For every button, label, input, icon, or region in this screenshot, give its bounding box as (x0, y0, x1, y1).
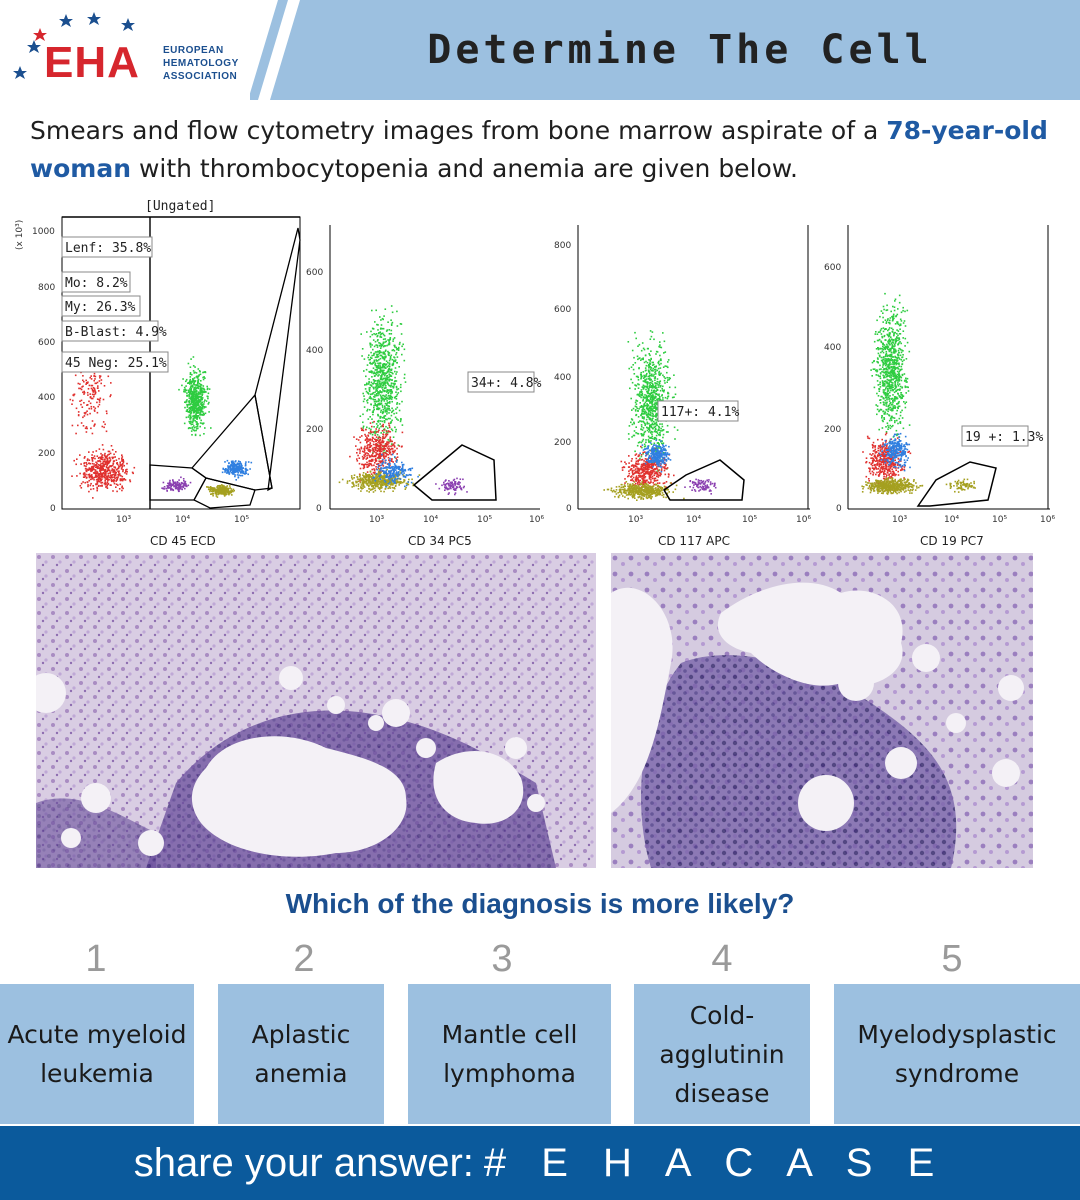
plot-title: [Ungated] (145, 200, 215, 214)
gate-label: 45 Neg: 25.1% (65, 356, 167, 371)
option-number-4: 4 (711, 938, 733, 980)
logo-subtitle: EUROPEAN HEMATOLOGY ASSOCIATION (163, 45, 239, 82)
option-number-2: 2 (293, 938, 315, 980)
option-label: Cold-agglutinin disease (659, 1000, 785, 1108)
option-label: Acute myeloid leukemia (7, 1020, 187, 1088)
flow-plot-cd45: [Ungated] (x 10³) Lenf: 35.8% Mo: 8.2% M… (10, 200, 302, 550)
patient-highlight: 78-year-old woman (30, 116, 1048, 183)
gate-label: 34+: 4.8% (471, 376, 542, 391)
case-description: Smears and flow cytometry images from bo… (30, 116, 1048, 183)
y-ticks: 1000 800 600 400 200 0 (32, 227, 56, 514)
header: EHA EUROPEAN HEMATOLOGY ASSOCIATION Dete… (0, 0, 1080, 100)
option-label: Mantle cell lymphoma (441, 1020, 578, 1088)
svg-text:10³: 10³ (116, 515, 131, 525)
svg-text:200: 200 (38, 449, 55, 459)
scatter-points (861, 292, 976, 495)
option-number-5: 5 (941, 938, 963, 980)
scatter-points (69, 356, 253, 499)
svg-text:1000: 1000 (32, 227, 55, 237)
flow-plot-cd34: 34+: 4.8% 600 400 200 0 10³ 10⁴ 10⁵ 10⁶ … (302, 200, 546, 550)
gate-label: Mo: 8.2% (65, 276, 128, 291)
flow-plot-cd117: 117+: 4.1% 800 600 400 200 0 10³ 10⁴ 10⁵… (546, 200, 818, 550)
flow-plot-cd19: 19 +: 1.3% 600 400 200 0 10³ 10⁴ 10⁵ 10⁶… (820, 200, 1070, 550)
share-prefix: share your answer: (133, 1140, 474, 1185)
svg-text:400: 400 (38, 393, 55, 403)
gate-label: My: 26.3% (65, 300, 136, 315)
gate-label: 19 +: 1.3% (965, 430, 1043, 445)
y-unit: (x 10³) (15, 220, 25, 250)
svg-text:10⁵: 10⁵ (477, 515, 492, 525)
svg-text:10⁶: 10⁶ (529, 515, 544, 525)
header-band (248, 0, 1080, 100)
svg-text:10⁵: 10⁵ (234, 515, 249, 525)
eha-logo: EHA EUROPEAN HEMATOLOGY ASSOCIATION (0, 0, 250, 100)
option-number-3: 3 (491, 938, 513, 980)
option-label: Myelodysplastic syndrome (857, 1020, 1057, 1088)
scatter-points (603, 330, 717, 501)
x-axis-label: CD 117 APC (658, 534, 730, 548)
bone-marrow-smear-low-power (36, 553, 596, 868)
question-text: Which of the diagnosis is more likely? (285, 888, 795, 919)
option-number-1: 1 (85, 938, 107, 980)
gate-label: Lenf: 35.8% (65, 241, 151, 256)
option-aplastic-anemia[interactable]: Aplastic anemia (218, 984, 384, 1124)
x-ticks: 10³ 10⁴ 10⁵ 10⁶ (892, 515, 1055, 525)
share-footer: share your answer: # E H A C A S E (0, 1126, 1080, 1200)
x-ticks: 10³ 10⁴ 10⁵ (116, 515, 249, 525)
x-ticks: 10³ 10⁴ 10⁵ 10⁶ (369, 515, 544, 525)
option-acute-myeloid-leukemia[interactable]: Acute myeloid leukemia (0, 984, 194, 1124)
svg-text:600: 600 (38, 338, 55, 348)
svg-text:10⁴: 10⁴ (423, 515, 438, 525)
x-axis-label: CD 45 ECD (150, 534, 216, 548)
y-ticks: 600 400 200 0 (306, 268, 323, 514)
gate-label: B-Blast: 4.9% (65, 325, 167, 340)
svg-text:800: 800 (38, 283, 55, 293)
y-ticks: 800 600 400 200 0 (554, 241, 572, 514)
x-ticks: 10³ 10⁴ 10⁵ 10⁶ (628, 515, 811, 525)
svg-text:10⁴: 10⁴ (175, 515, 190, 525)
svg-text:0: 0 (316, 504, 322, 514)
svg-text:10³: 10³ (369, 515, 384, 525)
svg-text:600: 600 (306, 268, 323, 278)
page-title: Determine The Cell (427, 27, 933, 73)
svg-text:0: 0 (50, 504, 56, 514)
bone-marrow-smear-high-power (611, 553, 1033, 868)
option-cold-agglutinin-disease[interactable]: Cold-agglutinin disease (634, 984, 810, 1124)
gate-label: 117+: 4.1% (661, 405, 739, 420)
option-myelodysplastic-syndrome[interactable]: Myelodysplastic syndrome (834, 984, 1080, 1124)
option-mantle-cell-lymphoma[interactable]: Mantle cell lymphoma (408, 984, 611, 1124)
x-axis-label: CD 19 PC7 (920, 534, 984, 548)
y-ticks: 600 400 200 0 (824, 263, 842, 514)
hashtag[interactable]: # E H A C A S E (483, 1140, 947, 1185)
scatter-points (338, 305, 468, 496)
gate-labels: Lenf: 35.8% Mo: 8.2% My: 26.3% B-Blast: … (61, 236, 169, 373)
option-label: Aplastic anemia (251, 1020, 351, 1088)
svg-text:200: 200 (306, 425, 323, 435)
logo-text: EHA (44, 38, 140, 87)
svg-text:400: 400 (306, 346, 323, 356)
x-axis-label: CD 34 PC5 (408, 534, 472, 548)
